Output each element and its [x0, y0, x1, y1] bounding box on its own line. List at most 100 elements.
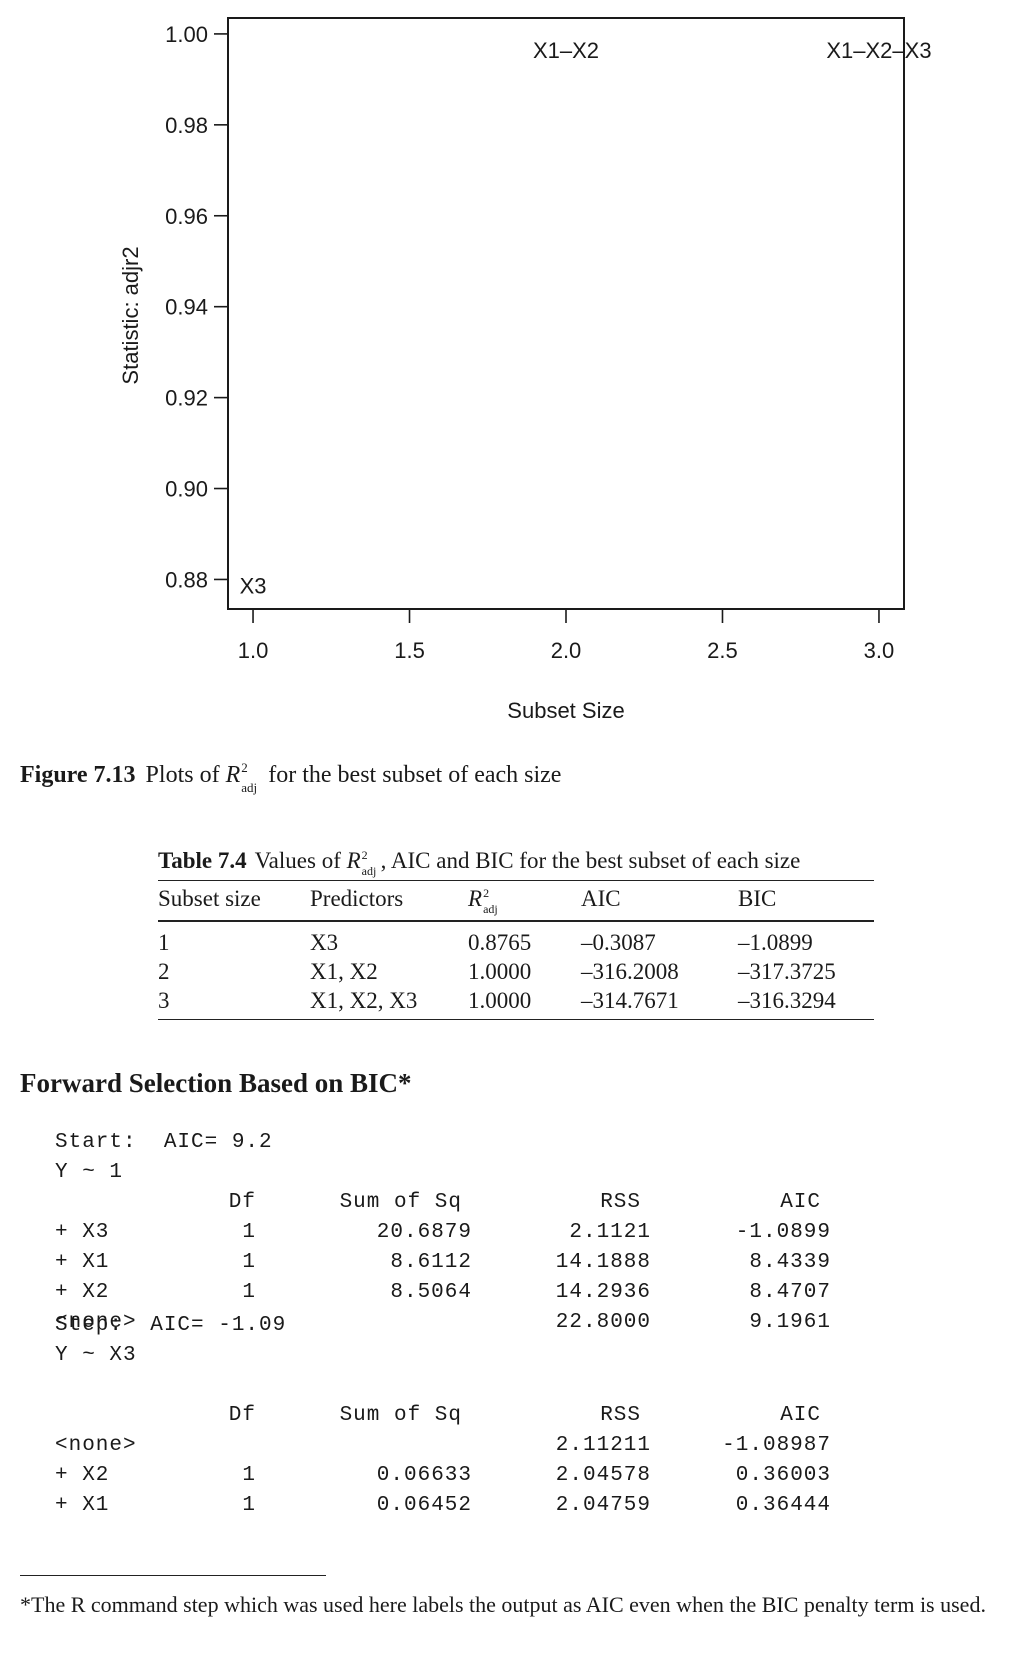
- table-cell-r2: 1.0000: [468, 988, 532, 1013]
- y-tick-label: 0.92: [165, 386, 208, 411]
- header-subset-size: Subset size: [158, 886, 261, 911]
- x-axis-label: Subset Size: [507, 698, 624, 723]
- footnote-rule: [20, 1575, 326, 1576]
- table-cell-r2: 0.8765: [468, 930, 532, 955]
- table-7-4: Table 7.4 Values of R 2 adj, AIC and BIC fo…: [158, 848, 874, 1020]
- output-term: <none>: [55, 1434, 137, 1457]
- x-tick-label: 3.0: [864, 638, 895, 663]
- output-sum-of-sq: 20.6879: [376, 1221, 472, 1244]
- x-tick-label: 1.5: [394, 638, 425, 663]
- figure-label: Figure 7.13: [20, 762, 136, 788]
- output-df: 1: [242, 1221, 256, 1244]
- y-axis-label: Statistic: adjr2: [118, 246, 143, 384]
- output-term: + X1: [55, 1494, 110, 1517]
- output-aic: -1.08987: [722, 1434, 831, 1457]
- start-line: Start: AIC= 9.2: [55, 1131, 273, 1154]
- caption-r-sub: adj: [241, 780, 258, 795]
- y-tick-label: 0.88: [165, 567, 208, 592]
- output-rss: 22.8000: [555, 1311, 651, 1334]
- header-r2adj: R 2 adj: [468, 886, 498, 916]
- y-tick-label: 1.00: [165, 22, 208, 47]
- footnote-mark: *: [20, 1592, 31, 1617]
- table-cell-size: 2: [158, 959, 170, 984]
- output-rss: 2.1121: [569, 1221, 651, 1244]
- output-sum-of-sq: 8.6112: [390, 1251, 472, 1274]
- table-cell-bic: –317.3725: [738, 959, 836, 984]
- step-line: Step: AIC= -1.09: [55, 1314, 287, 1337]
- table-cell-aic: –314.7671: [581, 988, 679, 1013]
- output-df: 1: [242, 1494, 256, 1517]
- output-aic: 8.4707: [749, 1281, 831, 1304]
- x-tick-label: 1.0: [238, 638, 269, 663]
- plot-frame: [227, 17, 905, 610]
- output-sum-of-sq: 0.06452: [376, 1494, 472, 1517]
- output-term: + X2: [55, 1464, 110, 1487]
- header-rss: RSS: [600, 1191, 641, 1214]
- header-aic: AIC: [780, 1404, 821, 1427]
- table-cell-aic: –316.2008: [581, 959, 679, 984]
- output-term: + X2: [55, 1281, 110, 1304]
- y-tick-label: 0.98: [165, 113, 208, 138]
- output-df: 1: [242, 1281, 256, 1304]
- output-aic: 9.1961: [749, 1311, 831, 1334]
- header-df: Df: [228, 1191, 256, 1214]
- output-aic: 0.36444: [735, 1494, 831, 1517]
- caption-post: for the best subset of each size: [262, 762, 562, 788]
- header-sum-of-sq: Sum of Sq: [339, 1191, 462, 1214]
- output-sum-of-sq: 0.06633: [376, 1464, 472, 1487]
- output-rss: 2.04759: [555, 1494, 651, 1517]
- table-cell-r2: 1.0000: [468, 959, 532, 984]
- model-line-2: Y ~ X3: [55, 1344, 137, 1367]
- point-label: X1–X2–X3: [826, 38, 931, 63]
- point-label: X3: [240, 573, 267, 598]
- header-bic: BIC: [738, 886, 777, 911]
- table-title-sup: 2: [361, 848, 368, 862]
- table-cell-bic: –316.3294: [738, 988, 836, 1013]
- table-title: Table 7.4 Values of R 2 adj, AIC and BIC fo…: [158, 848, 874, 878]
- point-label: X1–X2: [533, 38, 599, 63]
- table-cell-predictors: X1, X2: [310, 959, 378, 984]
- y-tick-label: 0.94: [165, 295, 208, 320]
- y-tick-label: 0.96: [165, 204, 208, 229]
- table-title-pre: Values of: [254, 848, 347, 873]
- table-cell-bic: –1.0899: [738, 930, 813, 955]
- output-term: + X1: [55, 1251, 110, 1274]
- output-rss: 2.04578: [555, 1464, 651, 1487]
- header-sum-of-sq: Sum of Sq: [339, 1404, 462, 1427]
- output-aic: -1.0899: [735, 1221, 831, 1244]
- output-rss: 14.1888: [555, 1251, 651, 1274]
- output-df: 1: [242, 1464, 256, 1487]
- y-tick-label: 0.90: [165, 477, 208, 502]
- caption-pre: Plots of: [145, 762, 226, 788]
- caption-r-sup: 2: [241, 760, 248, 775]
- table-label: Table 7.4: [158, 848, 247, 873]
- output-rss: 14.2936: [555, 1281, 651, 1304]
- footnote: *The R command step which was used here …: [20, 1589, 1020, 1620]
- caption-r-symbol: R: [225, 762, 241, 788]
- table-cell-aic: –0.3087: [581, 930, 656, 955]
- header-df: Df: [228, 1404, 256, 1427]
- section-title: Forward Selection Based on BIC*: [20, 1068, 412, 1098]
- adjr2-plot: 1.00 0.98 0.96 0.94 0.92 0.90 0.88 1.0 1.5 2.0 2.5…: [118, 17, 932, 723]
- header-aic: AIC: [780, 1191, 821, 1214]
- table-cell-predictors: X1, X2, X3: [310, 988, 418, 1013]
- header-aic: AIC: [581, 886, 621, 911]
- model-line-1: Y ~ 1: [55, 1161, 124, 1184]
- table-title-r: R: [346, 848, 361, 873]
- table-header-rule: [158, 920, 874, 922]
- table-title-sub: adj: [361, 864, 377, 878]
- output-aic: 8.4339: [749, 1251, 831, 1274]
- table-bottom-rule: [158, 1019, 874, 1020]
- footnote-text: The R command step which was used here l…: [31, 1592, 986, 1617]
- output-df: 1: [242, 1251, 256, 1274]
- x-tick-label: 2.0: [551, 638, 582, 663]
- x-tick-label: 2.5: [707, 638, 738, 663]
- table-title-post: , AIC and BIC for the best subset of eac…: [380, 848, 801, 873]
- table-cell-predictors: X3: [310, 930, 339, 955]
- output-rss: 2.11211: [555, 1434, 651, 1457]
- table-cell-size: 3: [158, 988, 170, 1013]
- output-term: + X3: [55, 1221, 110, 1244]
- table-cell-size: 1: [158, 930, 170, 955]
- header-predictors: Predictors: [310, 886, 404, 911]
- header-rss: RSS: [600, 1404, 641, 1427]
